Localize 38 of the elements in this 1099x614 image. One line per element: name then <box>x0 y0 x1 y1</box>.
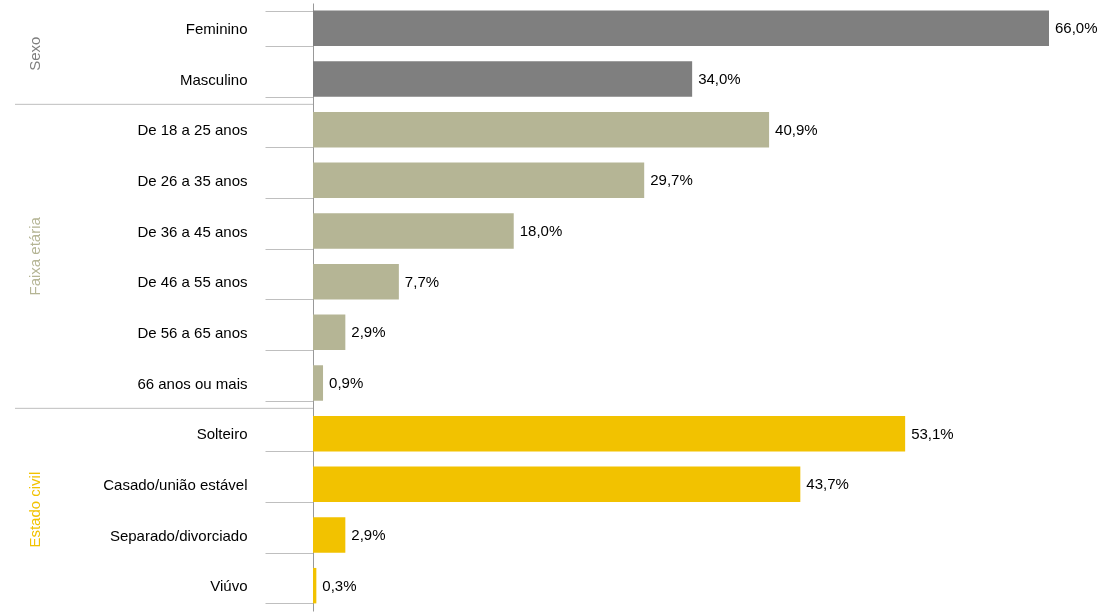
bar <box>313 415 906 452</box>
y-tick-label: Separado/divorciado <box>109 526 248 544</box>
y-tick-label: Solteiro <box>196 425 248 443</box>
bar <box>313 10 1049 47</box>
data-label: 18,0% <box>519 222 563 239</box>
bar <box>313 162 645 199</box>
bar <box>313 466 801 503</box>
data-label: 34,0% <box>698 70 741 87</box>
y-tick-label: De 46 a 55 anos <box>137 273 248 291</box>
bar <box>313 111 770 148</box>
y-tick-label: De 56 a 65 anos <box>137 323 248 341</box>
y-tick-label: Masculino <box>179 70 248 88</box>
bar <box>313 213 514 249</box>
y-tick-label: De 18 a 25 anos <box>137 121 248 139</box>
y-tick-label: Feminino <box>185 19 248 37</box>
data-label: 53,1% <box>911 424 954 442</box>
data-label: 2,9% <box>351 526 386 543</box>
y-tick-label: De 26 a 35 anos <box>137 171 248 189</box>
text: Sexo <box>26 36 43 71</box>
data-label: 66,0% <box>1055 19 1098 37</box>
bar <box>313 61 693 97</box>
data-label: 29,7% <box>650 171 693 189</box>
data-label: 0,9% <box>329 374 364 391</box>
text: Estado civil <box>26 471 43 548</box>
y-tick-label: 66 anos ou mais <box>137 374 248 392</box>
data-label: 0,3% <box>322 576 357 594</box>
bar <box>313 314 346 351</box>
data-label: 7,7% <box>404 272 440 290</box>
bar <box>313 517 346 553</box>
y-tick-label: De 36 a 45 anos <box>137 222 248 240</box>
bar <box>313 365 324 401</box>
y-tick-label: Casado/união estável <box>103 475 248 493</box>
data-label: 43,7% <box>806 475 849 493</box>
data-label: 40,9% <box>775 120 818 138</box>
text: Faixa etária <box>26 216 43 296</box>
y-tick-label: Viúvo <box>210 577 248 595</box>
data-label: 2,9% <box>351 323 386 341</box>
bar <box>313 263 399 300</box>
